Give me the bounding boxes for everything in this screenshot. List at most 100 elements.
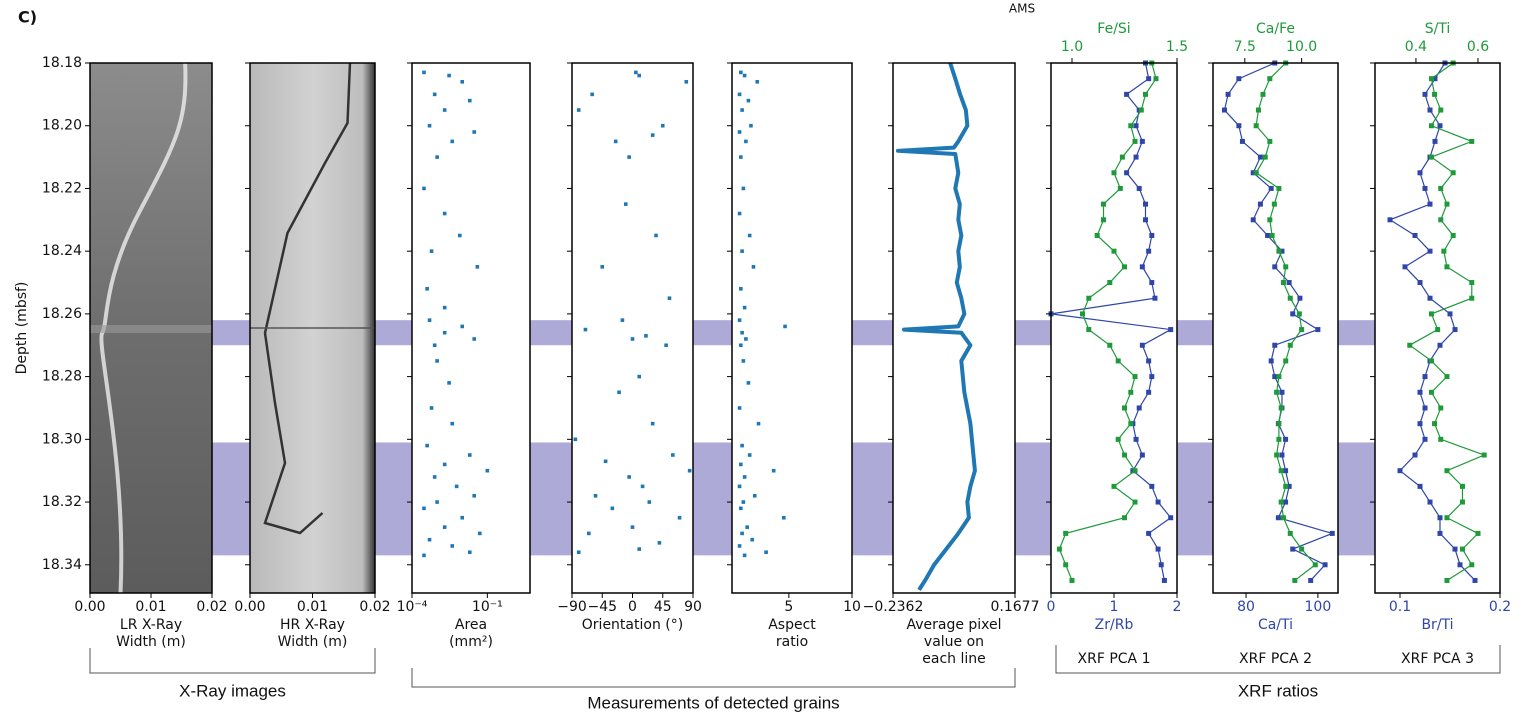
xrf-marker: [1432, 138, 1438, 144]
group-bracket: [1055, 645, 1501, 674]
x-axis-label: Orientation (°): [582, 617, 683, 633]
grain-point: [654, 233, 658, 238]
x-tick-label: 0.00: [74, 599, 105, 615]
xray-feature: [99, 62, 188, 594]
xrf-marker: [1299, 546, 1305, 552]
panel-frame: [892, 62, 1016, 594]
xray-feature: [90, 325, 212, 333]
xrf-marker: [1427, 201, 1433, 207]
xrf-marker: [1139, 452, 1145, 458]
x-axis-label: Zr/Rb: [1095, 617, 1134, 633]
xrf-marker: [1299, 327, 1305, 333]
xrf-marker: [1119, 154, 1125, 160]
grain-point: [613, 139, 618, 144]
xrf-marker: [1267, 138, 1273, 144]
grain-point: [746, 381, 751, 385]
xrf-marker: [1138, 107, 1144, 113]
grain-point: [610, 506, 615, 511]
x-tick-label: 0.1: [1389, 599, 1411, 615]
panel-background: [732, 63, 852, 593]
xrf-marker: [1225, 91, 1231, 97]
grain-point: [737, 484, 742, 489]
grain-point: [741, 359, 746, 363]
xrf-marker: [1428, 76, 1434, 82]
xrf-marker: [1276, 185, 1282, 191]
xrf-marker: [1437, 515, 1443, 521]
xrf-marker: [1101, 217, 1106, 223]
xray-feature: [263, 62, 352, 535]
grain-point: [742, 475, 747, 479]
xrf-marker: [1457, 562, 1463, 568]
x-axis-label: Area: [455, 617, 487, 633]
xrf-marker: [1427, 107, 1433, 113]
grain-point: [627, 155, 631, 159]
x2-tick-label: 7.5: [1234, 39, 1256, 55]
grain-point: [737, 406, 742, 410]
x-axis-label: Width (m): [116, 634, 186, 650]
xrf-marker: [1444, 577, 1450, 583]
x-axis-label: Ca/Ti: [1258, 617, 1293, 633]
xrf-marker: [1290, 311, 1296, 317]
xrf-marker: [1136, 405, 1142, 411]
grain-point: [650, 421, 655, 426]
grain-point: [435, 500, 439, 504]
grain-point: [427, 318, 432, 322]
xrf-marker: [1143, 217, 1148, 223]
xrf-marker: [1402, 264, 1408, 270]
x-tick-label: 0.02: [196, 599, 227, 615]
xrf-marker: [1279, 248, 1285, 254]
xrf-marker: [1272, 342, 1278, 348]
grain-point: [750, 537, 755, 542]
xrf-marker: [1107, 342, 1113, 348]
grain-point: [590, 92, 594, 97]
x-tick-label: 0.01: [297, 599, 328, 615]
xrf-marker: [1450, 232, 1456, 238]
x2-tick-label: 0.4: [1405, 39, 1427, 55]
panel-background: [572, 63, 693, 593]
xrf-marker: [1280, 280, 1286, 286]
xrf-marker: [1308, 577, 1314, 583]
grain-point: [739, 506, 743, 511]
xrf-marker: [1117, 185, 1123, 191]
grain-point: [783, 324, 787, 329]
xrf-marker: [1475, 530, 1481, 536]
xrf-marker: [1427, 295, 1433, 301]
y-tick-label: 18.26: [42, 306, 82, 322]
xrf-line: [1388, 62, 1476, 581]
xrf-marker: [1427, 248, 1433, 254]
xrf-marker: [1122, 264, 1127, 270]
grain-point: [617, 390, 621, 395]
xrf-marker: [1101, 201, 1106, 207]
xrf-marker: [1481, 452, 1487, 458]
grain-point: [742, 305, 747, 310]
grain-point: [737, 318, 742, 322]
xrf-marker: [1428, 311, 1434, 317]
grain-point: [742, 553, 747, 558]
xrf-marker: [1435, 327, 1441, 333]
x2-tick-label: 0.6: [1467, 39, 1489, 55]
grain-point: [737, 92, 742, 97]
xrf-marker: [1133, 154, 1139, 160]
x-axis-label: Average pixel: [906, 617, 1001, 633]
xrf-marker: [1094, 232, 1100, 238]
xrf-marker: [1322, 562, 1328, 568]
grain-point: [687, 468, 692, 473]
grain-point: [460, 515, 465, 520]
xrf-marker: [1428, 123, 1434, 129]
xrf-marker: [1283, 264, 1289, 270]
x-tick-label: 10⁻⁴: [397, 599, 428, 615]
grain-point: [447, 73, 451, 78]
y-axis-label: Depth (mbsf): [14, 282, 30, 375]
grain-point: [739, 343, 743, 348]
grain-point: [749, 123, 753, 128]
xrf-marker: [1086, 327, 1092, 333]
grain-point: [485, 468, 490, 473]
xrf-marker: [1152, 295, 1158, 301]
xrf-marker: [1417, 483, 1423, 489]
panel-background: [412, 63, 530, 593]
grain-point: [660, 123, 665, 128]
xrf-marker: [1278, 499, 1284, 505]
grain-point: [435, 155, 439, 159]
xrf-marker: [1412, 452, 1418, 458]
xrf-marker: [1283, 358, 1289, 364]
